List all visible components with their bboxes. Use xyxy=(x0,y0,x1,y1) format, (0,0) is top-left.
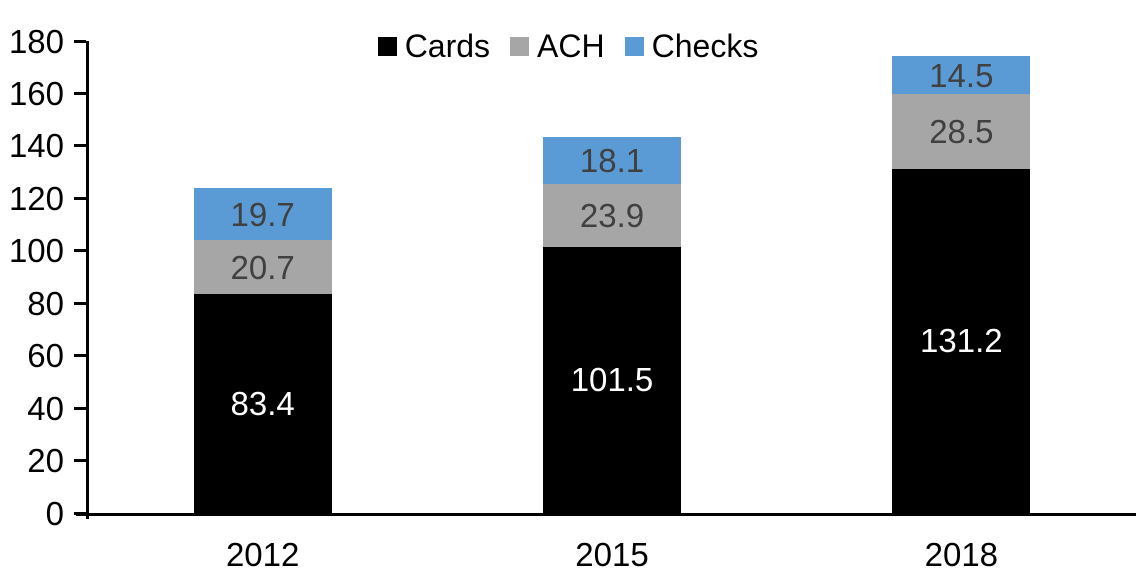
legend-item-checks: Checks xyxy=(624,28,759,64)
bar-segment-cards-2018: 131.2 xyxy=(892,168,1031,513)
y-axis-tick xyxy=(74,144,86,148)
bar-value-label: 18.1 xyxy=(579,141,645,179)
bar-value-label: 131.2 xyxy=(920,322,1003,360)
bar-value-label: 14.5 xyxy=(929,56,994,94)
legend-item-ach: ACH xyxy=(510,30,605,62)
legend-swatch-ach-icon xyxy=(510,36,530,56)
y-axis-tick-label: 20 xyxy=(27,442,64,480)
y-axis-tick-label: 120 xyxy=(8,179,64,217)
x-axis-label: 2015 xyxy=(575,536,649,573)
legend-item-cards: Cards xyxy=(377,28,491,64)
legend-swatch-cards-icon xyxy=(377,36,397,56)
bar-segment-cards-2012: 83.4 xyxy=(193,294,332,513)
bar-segment-checks-2015: 18.1 xyxy=(543,136,681,185)
bar-value-label: 19.7 xyxy=(230,195,295,233)
bar-value-label: 23.9 xyxy=(579,197,645,234)
y-axis-tick xyxy=(74,301,86,305)
bar-segment-ach-2012: 20.7 xyxy=(193,240,332,295)
y-axis-tick-label: 80 xyxy=(27,284,64,322)
bar-segment-checks-2018: 14.5 xyxy=(892,56,1031,95)
bar-value-label: 28.5 xyxy=(929,113,994,151)
legend-label: Cards xyxy=(404,28,491,64)
x-axis-label: 2012 xyxy=(225,536,300,573)
y-axis-tick xyxy=(74,249,86,253)
y-axis-tick-label: 40 xyxy=(27,389,64,427)
y-axis-tick xyxy=(74,354,86,358)
y-axis-tick-label: 160 xyxy=(8,74,64,112)
y-axis-tick-label: 0 xyxy=(45,494,64,532)
bar-value-label: 83.4 xyxy=(230,385,295,423)
x-axis-line xyxy=(76,513,1136,516)
y-axis-tick-label: 100 xyxy=(8,232,64,270)
chart-legend: Cards ACH Checks xyxy=(0,30,1136,62)
bar-segment-ach-2015: 23.9 xyxy=(543,184,681,247)
y-axis-tick-label: 140 xyxy=(8,127,64,165)
y-axis-tick xyxy=(74,459,86,463)
y-axis-tick xyxy=(74,406,86,410)
bar-value-label: 101.5 xyxy=(570,361,654,399)
y-axis-tick xyxy=(74,196,86,200)
bar-segment-ach-2018: 28.5 xyxy=(892,94,1031,169)
bar-value-label: 20.7 xyxy=(230,248,295,286)
legend-swatch-checks-icon xyxy=(624,36,644,56)
y-axis-line xyxy=(86,41,89,519)
y-axis-tick-label: 60 xyxy=(27,337,64,375)
y-axis-tick-label: 180 xyxy=(8,22,64,60)
legend-label: Checks xyxy=(651,28,759,64)
bar-segment-checks-2012: 19.7 xyxy=(193,188,332,241)
legend-label: ACH xyxy=(537,28,605,64)
y-axis-tick xyxy=(74,39,86,43)
y-axis-tick xyxy=(74,511,86,515)
x-axis-label: 2018 xyxy=(924,536,999,573)
y-axis-tick xyxy=(74,91,86,95)
bar-segment-cards-2015: 101.5 xyxy=(543,246,681,513)
